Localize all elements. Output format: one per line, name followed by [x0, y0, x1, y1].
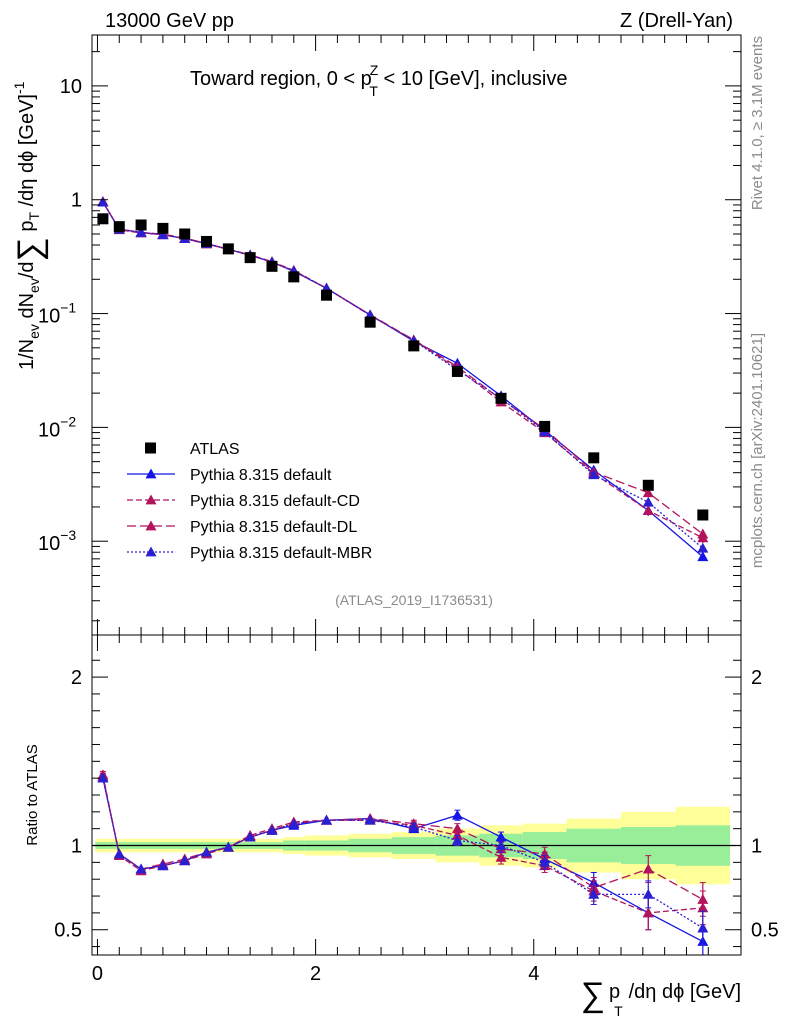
data-point [288, 271, 300, 283]
mc-ratio-marker [451, 834, 463, 845]
mc-marker [697, 551, 709, 562]
y-tick-label: 10 [60, 76, 82, 98]
x-tick-label: 0 [92, 963, 103, 985]
data-point [408, 340, 420, 352]
title-part-1: Toward region, 0 < p [190, 68, 372, 90]
mc-marker [697, 528, 709, 539]
legend-label: Pythia 8.315 default-DL [190, 519, 357, 536]
ratio-tick-label-left: 0.5 [54, 920, 82, 942]
data-point [697, 509, 709, 521]
mc-ratio-marker [135, 863, 147, 874]
ratio-tick-label-right: 1 [751, 836, 762, 858]
analysis-label: (ATLAS_2019_I1736531) [335, 592, 493, 608]
ratio-frame [91, 634, 742, 956]
mc-marker [135, 226, 147, 237]
mc-marker [642, 487, 654, 498]
mc-marker [642, 505, 654, 515]
mc-ratio-marker [408, 821, 420, 832]
mcplots-label: mcplots.cern.ch [arXiv:2401.10621] [749, 333, 766, 568]
legend-marker [145, 546, 157, 557]
mc-ratio-marker [588, 888, 600, 899]
mc-ratio-marker [697, 922, 709, 933]
process-label: Z (Drell-Yan) [620, 10, 733, 32]
mc-ratio-marker [451, 823, 463, 834]
legend-marker [145, 468, 157, 479]
y-tick-label: 10−3 [38, 527, 76, 555]
mc-ratio-marker [451, 829, 463, 840]
mc-ratio-marker [364, 814, 376, 825]
rivet-label: Rivet 4.1.0, ≥ 3.1M events [749, 36, 766, 210]
mc-ratio-marker [266, 824, 278, 835]
title-part-2: < 10 [GeV], inclusive [378, 68, 568, 90]
mc-marker [97, 196, 109, 207]
mc-ratio-marker [157, 860, 169, 871]
data-point [364, 316, 376, 328]
mc-ratio-marker [288, 818, 300, 829]
energy-label: 13000 GeV pp [105, 10, 234, 32]
ratio-tick-label-left: 1 [71, 836, 82, 858]
legend-marker [145, 494, 157, 505]
mc-marker [697, 542, 709, 553]
mc-line [102, 201, 704, 539]
data-point [495, 392, 507, 404]
mc-ratio-marker [697, 893, 709, 904]
mc-ratio-marker [642, 907, 654, 918]
data-point [97, 213, 109, 225]
mc-ratio-marker [179, 855, 191, 866]
main-panel: 10 1 10−1 10−2 10−3 Toward region, 0 < pZ T <… [38, 34, 742, 636]
data-point [222, 243, 234, 255]
legend-label: Pythia 8.315 default [190, 467, 332, 484]
mc-ratio-marker [495, 851, 507, 862]
mc-marker [588, 469, 600, 480]
mc-ratio-marker [244, 831, 256, 842]
legend-data-marker [145, 442, 156, 454]
x-axis-label: ∑ p T/dη dϕ [GeV] [581, 976, 741, 1019]
chart-title: Toward region, 0 < pZ T < 10 [GeV], inclu… [190, 62, 567, 99]
ratio-axis-label: Ratio to ATLAS [24, 744, 41, 845]
data-point [451, 365, 463, 377]
mc-ratio-marker [97, 772, 109, 783]
mc-ratio-marker [201, 846, 213, 857]
data-point [266, 260, 278, 272]
y-tick-label: 1 [71, 190, 82, 212]
data-point [157, 222, 169, 234]
y-tick-label: 10−2 [38, 413, 76, 441]
title-sub-t: T [369, 83, 378, 99]
mc-ratio-marker [642, 863, 654, 874]
mc-ratio-marker [539, 856, 551, 867]
title-sup-z: Z [370, 62, 379, 78]
ratio-tick-label-right: 2 [751, 667, 762, 689]
legend: ATLAS Pythia 8.315 default Pythia 8.315 de… [127, 441, 372, 562]
data-point [244, 252, 256, 264]
data-point [321, 289, 333, 301]
data-point [179, 228, 191, 240]
x-tick-label: 2 [310, 963, 321, 985]
mc-ratio-marker [321, 814, 333, 825]
data-point [113, 221, 125, 233]
mc-marker [157, 229, 169, 240]
ratio-tick-label-right: 0.5 [751, 920, 779, 942]
mc-ratio-marker [222, 841, 234, 852]
legend-label: Pythia 8.315 default-CD [190, 493, 360, 510]
ratio-panel: 0.5 0.5 1 1 2 2 0 2 4 [54, 634, 779, 985]
legend-marker [145, 520, 157, 531]
mc-marker [642, 496, 654, 507]
mc-ratio-marker [113, 848, 125, 859]
y-tick-label: 10−1 [38, 300, 76, 328]
mc-ratio-marker [451, 809, 463, 820]
data-point [539, 420, 551, 432]
mc-ratio-marker [495, 840, 507, 850]
x-tick-label: 4 [528, 963, 539, 985]
data-point [201, 235, 213, 247]
data-point [135, 219, 147, 231]
legend-label: Pythia 8.315 default-MBR [190, 545, 372, 562]
data-point [642, 479, 654, 491]
mc-ratio-marker [642, 888, 654, 899]
y-axis-label: 1/Nev dNev/d∑ pT /dη dϕ [GeV]-1 [11, 81, 49, 370]
legend-label: ATLAS [190, 441, 240, 458]
ratio-tick-label-left: 2 [71, 667, 82, 689]
data-point [588, 452, 600, 464]
